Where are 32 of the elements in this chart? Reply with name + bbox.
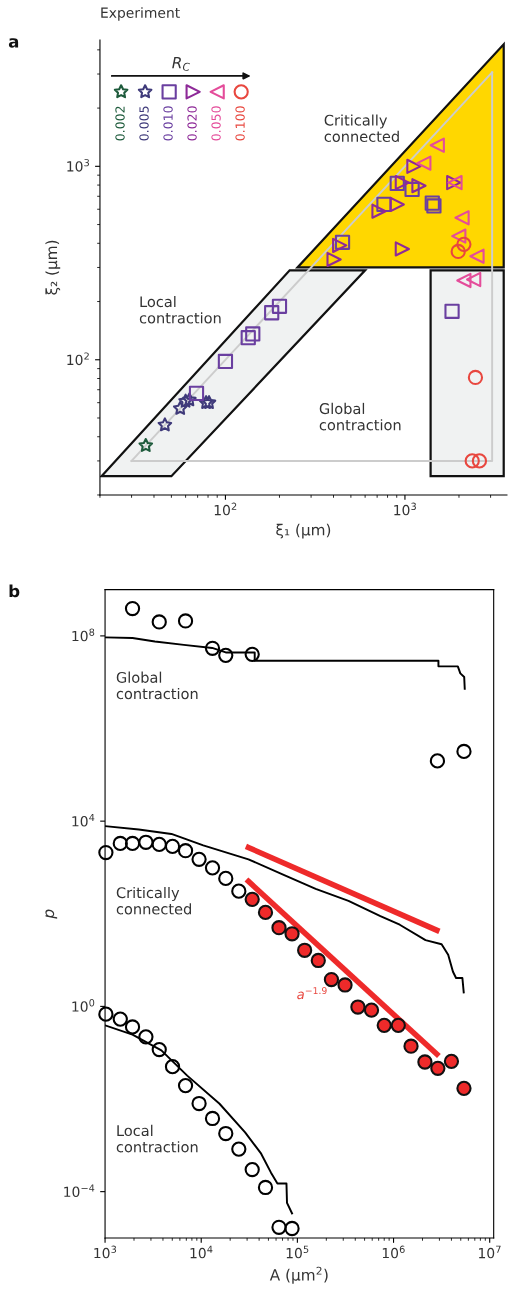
x-tick-label: 10$^{3}$ [94, 1245, 117, 1259]
x-tick-label: 10$^{7}$ [479, 1245, 501, 1259]
legend-label: 0.002 [115, 106, 125, 141]
annotation: Global contraction [319, 402, 401, 431]
y-axis-title: ξ₂ (μm) [45, 240, 61, 295]
legend-label: 0.010 [163, 106, 173, 141]
x-tick-label: 10$^{5}$ [286, 1245, 309, 1259]
annotation: a$^{−1.9}$ [297, 987, 327, 1000]
chart-title: Experiment [101, 7, 180, 21]
y-tick-label: 10$^{2}$ [67, 352, 89, 366]
x-tick-label: 10$^{4}$ [190, 1245, 213, 1259]
text: b [9, 584, 20, 598]
annotation: Critically connected [324, 114, 399, 142]
legend-label: 0.005 [139, 106, 149, 141]
annotation: Local contraction [116, 1124, 198, 1153]
annotation: Critically connected [116, 886, 191, 915]
annotation: Local contraction [139, 295, 221, 324]
y-tick-label: 10$^{0}$ [72, 999, 95, 1012]
x-tick-label: 10$^{6}$ [382, 1245, 405, 1259]
x-axis-title: ξ₁ (μm) [276, 523, 331, 539]
y-tick-label: 10$^{8}$ [72, 628, 95, 642]
y-tick-label: 10$^{−4}$ [64, 1184, 95, 1198]
legend-label: 0.050 [211, 106, 221, 141]
y-tick-label: 10$^{3}$ [67, 158, 90, 172]
text: a [8, 38, 19, 48]
x-axis-title: A (μm$^{2}$) [269, 1266, 328, 1284]
legend-label: 0.100 [235, 106, 245, 141]
legend-title: R$_{C}$ [172, 57, 190, 71]
legend-label: 0.020 [187, 106, 197, 141]
y-axis-title: p [45, 909, 58, 919]
annotation: Global contraction [116, 671, 198, 700]
y-tick-label: 10$^{4}$ [72, 813, 95, 827]
